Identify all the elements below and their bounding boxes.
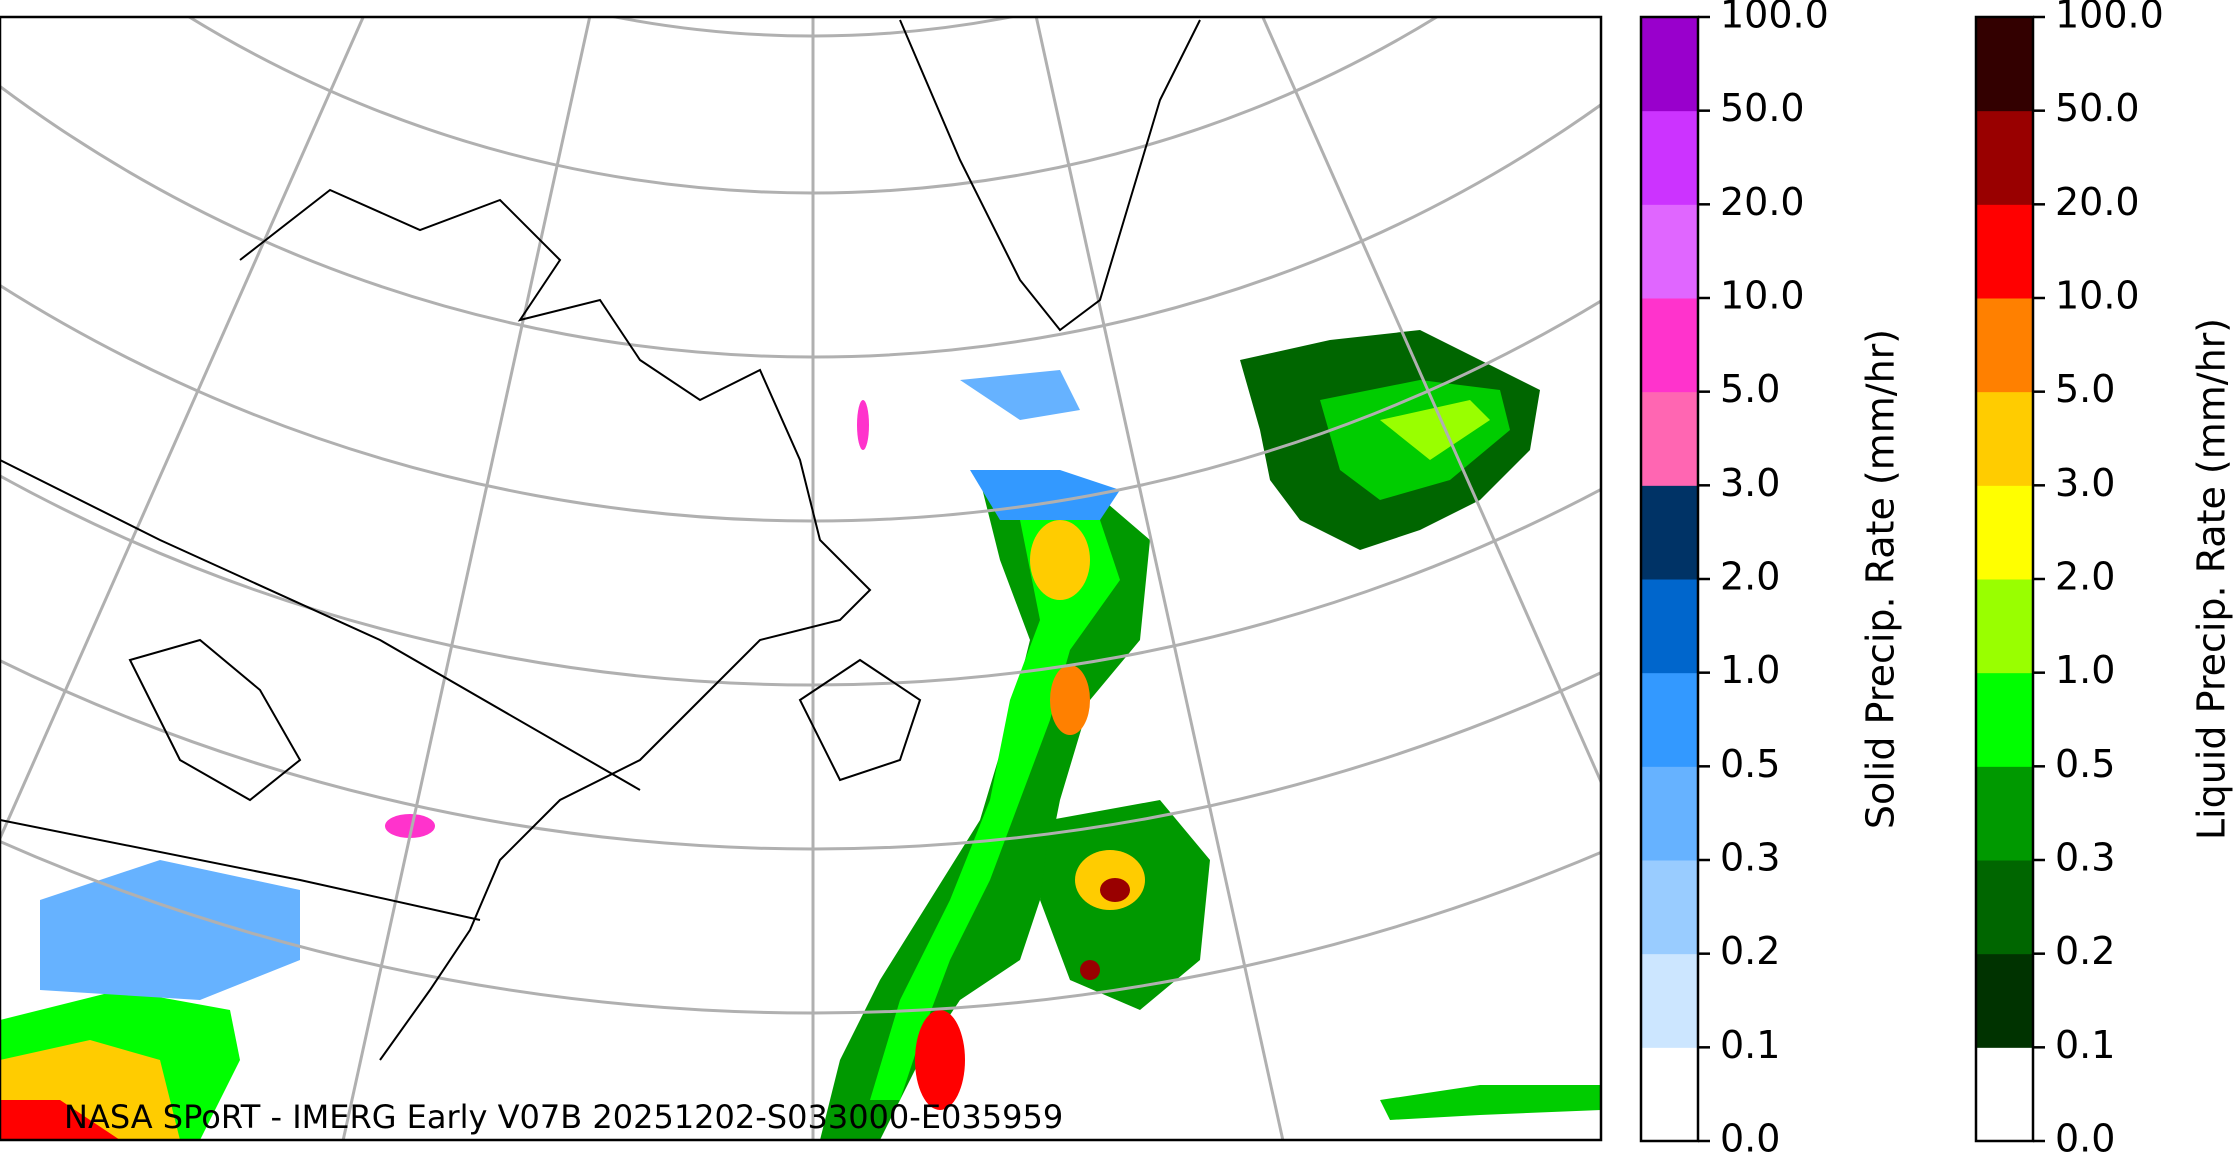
colorbar-segment — [1976, 672, 2033, 767]
colorbar-segment — [1976, 860, 2033, 955]
colorbar-tick-label: 50.0 — [1720, 86, 1805, 130]
colorbar-tick-label: 2.0 — [1720, 555, 1780, 599]
colorbar-label: Liquid Precip. Rate (mm/hr) — [2190, 318, 2234, 840]
colorbar-segment — [1976, 953, 2033, 1048]
colorbar-segment — [1641, 579, 1698, 674]
liquid-precip — [1050, 665, 1090, 735]
colorbar-segment — [1641, 391, 1698, 486]
colorbar-segment — [1641, 204, 1698, 299]
colorbar-segment — [1976, 579, 2033, 674]
colorbar-segment — [1976, 485, 2033, 580]
solid-precip — [960, 370, 1080, 420]
colorbar-tick-label: 3.0 — [1720, 461, 1780, 505]
colorbar-tick-label: 0.5 — [2055, 742, 2115, 786]
colorbar-tick-label: 20.0 — [2055, 180, 2140, 224]
colorbar-tick-label: 10.0 — [1720, 274, 1805, 318]
colorbar-tick-label: 50.0 — [2055, 86, 2140, 130]
liquid-precip — [0, 1100, 120, 1140]
colorbar-segment — [1976, 110, 2033, 205]
solid-precip — [857, 400, 869, 450]
colorbar-segment — [1976, 766, 2033, 861]
colorbar-segment — [1641, 672, 1698, 767]
colorbar-segment — [1641, 953, 1698, 1048]
colorbar-segment — [1976, 17, 2033, 112]
precip-areas — [0, 330, 1601, 1140]
colorbar-segment — [1641, 17, 1698, 112]
colorbar-segment — [1976, 204, 2033, 299]
colorbar-tick-label: 0.2 — [2055, 929, 2115, 973]
map-frame — [0, 15, 1603, 1142]
colorbar-tick-label: 5.0 — [1720, 367, 1780, 411]
colorbar-segment — [1641, 1047, 1698, 1142]
map-caption: NASA SPoRT - IMERG Early V07B 20251202-S… — [64, 1098, 1063, 1136]
liquid-precip — [915, 1010, 965, 1110]
liquid-precip — [1380, 1085, 1601, 1120]
liquid-precip — [1080, 960, 1100, 980]
liquid-precip — [870, 520, 1120, 1100]
colorbar-tick-label: 2.0 — [2055, 555, 2115, 599]
colorbar-tick-label: 0.3 — [2055, 836, 2115, 880]
colorbar-tick-label: 0.1 — [2055, 1023, 2115, 1067]
solid-precip — [40, 860, 300, 1000]
colorbar-tick-label: 0.0 — [1720, 1117, 1780, 1161]
colorbar-tick-label: 1.0 — [2055, 648, 2115, 692]
colorbar-segment — [1641, 860, 1698, 955]
coastlines — [0, 19, 1201, 1061]
colorbar-tick-label: 100.0 — [1720, 0, 1829, 37]
colorbar-segment — [1641, 110, 1698, 205]
colorbar-segment — [1641, 298, 1698, 393]
liquid-precip — [1100, 878, 1130, 902]
colorbar-tick-label: 0.5 — [1720, 742, 1780, 786]
colorbar-tick-label: 20.0 — [1720, 180, 1805, 224]
colorbar-tick-label: 0.1 — [1720, 1023, 1780, 1067]
colorbar-segment — [1976, 1047, 2033, 1142]
colorbar-segment — [1976, 391, 2033, 486]
liquid-precip — [1030, 520, 1090, 600]
solid-precip — [385, 814, 435, 838]
colorbar-tick-label: 10.0 — [2055, 274, 2140, 318]
colorbar-segment — [1641, 766, 1698, 861]
colorbar-tick-label: 3.0 — [2055, 461, 2115, 505]
colorbar-tick-label: 5.0 — [2055, 367, 2115, 411]
colorbar-tick-label: 0.2 — [1720, 929, 1780, 973]
colorbar-tick-label: 0.0 — [2055, 1117, 2115, 1161]
colorbar-segment — [1641, 485, 1698, 580]
colorbar-tick-label: 0.3 — [1720, 836, 1780, 880]
colorbar-segment — [1976, 298, 2033, 393]
liquid-precip — [1380, 400, 1490, 460]
colorbar-tick-label: 1.0 — [1720, 648, 1780, 692]
colorbar-tick-label: 100.0 — [2055, 0, 2164, 37]
colorbar-label: Solid Precip. Rate (mm/hr) — [1859, 329, 1903, 829]
